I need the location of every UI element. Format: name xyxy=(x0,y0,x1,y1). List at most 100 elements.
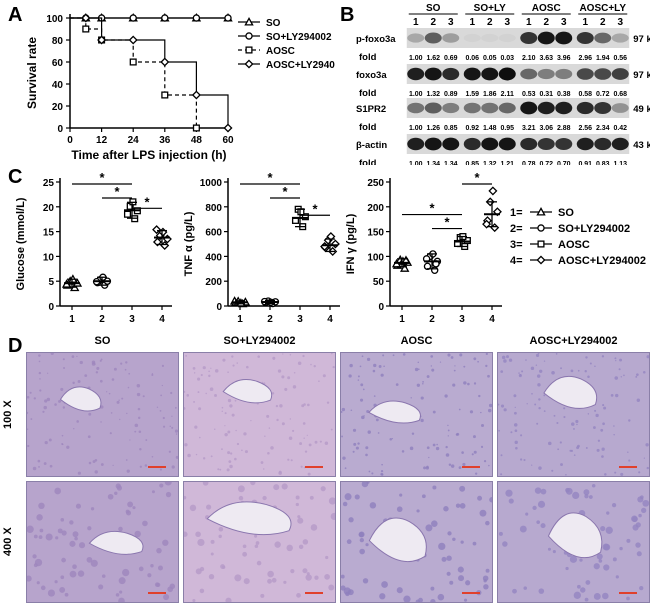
c-significance-star: * xyxy=(429,201,435,216)
c-x-tick-label: 2 xyxy=(99,314,105,325)
blot-band xyxy=(463,67,481,81)
survival-line-2 xyxy=(70,17,197,128)
blot-lane-number: 3 xyxy=(561,17,567,28)
panel-label-a: A xyxy=(8,4,23,26)
blot-fold-value: 0.70 xyxy=(557,161,571,165)
blot-band xyxy=(424,67,442,81)
blot-protein-label: S1PR2 xyxy=(356,104,386,115)
blot-band xyxy=(481,102,499,114)
survival-point-3 xyxy=(191,90,201,100)
c-significance-star: * xyxy=(267,170,273,185)
c-y-tick-label: 200 xyxy=(205,277,222,288)
c-y-tick-label: 5 xyxy=(48,277,54,288)
histology-image xyxy=(497,481,650,603)
c-legend-label: AOSC xyxy=(558,239,590,251)
blot-band xyxy=(442,33,460,43)
blot-fold-value: 3.63 xyxy=(539,55,553,62)
blot-band xyxy=(481,33,499,43)
c-legend-marker xyxy=(536,255,546,265)
c-x-tick-label: 3 xyxy=(459,314,465,325)
c-data-point xyxy=(488,186,498,196)
blot-fold-value: 1.00 xyxy=(409,55,423,62)
c-x-tick-label: 2 xyxy=(429,314,435,325)
c-y-tick-label: 15 xyxy=(43,228,55,239)
c-data-point xyxy=(482,219,492,229)
y-tick-label: 100 xyxy=(46,14,63,25)
survival-point-3 xyxy=(223,123,233,133)
blot-band xyxy=(537,31,555,45)
c-data-point xyxy=(123,210,132,218)
blot-band xyxy=(424,32,442,44)
histology-image xyxy=(26,481,179,603)
blot-fold-value: 0.05 xyxy=(483,55,497,62)
blot-band xyxy=(463,102,481,114)
y-tick-label: 60 xyxy=(52,58,64,69)
blot-band xyxy=(442,137,460,151)
survival-point-3 xyxy=(97,35,107,45)
blot-band xyxy=(520,68,538,80)
c-x-tick-label: 3 xyxy=(129,314,135,325)
blot-fold-value: 0.03 xyxy=(500,55,514,62)
blot-band xyxy=(555,101,573,115)
c-y-axis-title: IFN γ (pg/L) xyxy=(345,213,357,274)
blot-kd-label: 97 kd xyxy=(633,70,650,81)
blot-fold-value: 1.34 xyxy=(444,161,458,165)
blot-band xyxy=(594,137,612,151)
blot-fold-value: 2.34 xyxy=(596,125,610,132)
histology-image xyxy=(497,352,650,477)
blot-band xyxy=(611,68,629,80)
y-tick-label: 40 xyxy=(52,80,64,91)
legend-label: AOSC xyxy=(266,46,295,57)
blot-fold-value: 1.00 xyxy=(409,91,423,98)
blot-fold-value: 1.13 xyxy=(613,161,627,165)
blot-fold-value: 1.62 xyxy=(426,55,440,62)
histology-image xyxy=(340,352,493,477)
blot-fold-value: 2.88 xyxy=(557,125,571,132)
x-tick-label: 24 xyxy=(128,135,140,146)
c-significance-star: * xyxy=(282,184,288,199)
blot-fold-value: 0.38 xyxy=(557,91,571,98)
blot-lane-number: 1 xyxy=(469,17,475,28)
blot-band xyxy=(537,101,555,115)
blot-fold-value: 0.95 xyxy=(500,125,514,132)
blot-strip-β-actin xyxy=(406,134,630,154)
histology-column-label: AOSC xyxy=(400,335,433,347)
blot-band xyxy=(442,67,460,81)
blot-fold-value: 0.85 xyxy=(465,161,479,165)
blot-fold-value: 0.85 xyxy=(444,125,458,132)
blot-band xyxy=(576,68,594,80)
blot-fold-value: 3.96 xyxy=(557,55,571,62)
blot-lane-number: 1 xyxy=(413,17,419,28)
c-y-tick-label: 50 xyxy=(373,277,385,288)
blot-group-label: AOSC+LY xyxy=(579,3,626,14)
blot-fold-value: 2.56 xyxy=(578,125,592,132)
blot-fold-value: 2.11 xyxy=(501,91,514,98)
blot-lane-number: 2 xyxy=(487,17,493,28)
blot-fold-value: 0.56 xyxy=(613,55,627,62)
c-y-axis-title: Glucose (mmol/L) xyxy=(15,197,27,290)
c-legend-num: 3= xyxy=(510,239,523,251)
histology-image xyxy=(340,481,493,603)
survival-point-3 xyxy=(81,13,91,23)
x-tick-label: 48 xyxy=(191,135,203,146)
blot-band xyxy=(442,102,460,114)
blot-band xyxy=(407,67,425,81)
c-data-point xyxy=(301,213,309,221)
blot-fold-value: 0.72 xyxy=(539,161,553,165)
c-significance-star: * xyxy=(474,170,480,185)
blot-fold-value: 1.34 xyxy=(426,161,440,165)
blot-strip-foxo3a xyxy=(406,64,630,84)
blot-band xyxy=(463,33,481,43)
c-legend-num: 2= xyxy=(510,223,523,235)
legend-marker xyxy=(245,46,253,54)
blot-fold-value: 0.06 xyxy=(465,55,479,62)
c-legend-num: 4= xyxy=(510,255,523,267)
c-y-tick-label: 200 xyxy=(367,203,384,214)
legend-marker xyxy=(244,59,254,69)
blot-band xyxy=(611,103,629,113)
c-x-tick-label: 4 xyxy=(489,314,495,325)
blot-lane-number: 1 xyxy=(582,17,588,28)
blot-strip-p-foxo3a xyxy=(406,28,630,48)
blot-group-label: SO xyxy=(426,3,441,14)
blot-band xyxy=(424,102,442,114)
